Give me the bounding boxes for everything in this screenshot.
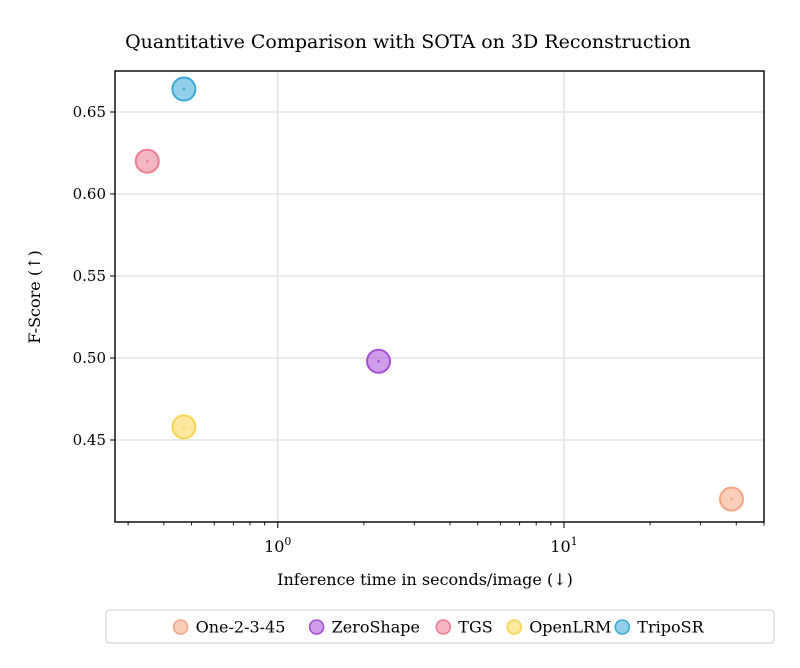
x-axis: 100 101 — [127, 522, 765, 556]
chart-title: Quantitative Comparison with SOTA on 3D … — [125, 31, 691, 53]
y-tick-label: 0.55 — [73, 267, 106, 285]
legend-marker-zeroshape — [308, 619, 325, 635]
legend-label-triposr: TripoSR — [637, 618, 704, 637]
legend-marker-triposr — [614, 619, 631, 635]
legend-label-openlrm: OpenLRM — [529, 618, 611, 637]
legend-label-zeroshape: ZeroShape — [332, 618, 420, 637]
legend-marker-one-2-3-45 — [172, 619, 189, 635]
x-tick-label: 101 — [550, 535, 577, 556]
y-tick-label: 0.50 — [73, 349, 106, 367]
point-center-tgs — [145, 159, 149, 163]
legend-marker-openlrm — [506, 619, 523, 635]
point-center-one-2-3-45 — [730, 497, 733, 501]
data-points — [134, 76, 745, 512]
plot-frame — [114, 70, 765, 523]
legend-label-tgs: TGS — [458, 618, 492, 637]
y-tick-label: 0.45 — [73, 431, 106, 449]
grid — [115, 71, 764, 522]
point-center-openlrm — [182, 425, 186, 429]
y-axis-label: F-Score (↑) — [25, 250, 44, 343]
x-axis-label: Inference time in seconds/image (↓) — [277, 570, 573, 589]
y-tick-label: 0.65 — [73, 103, 106, 121]
y-tick-label: 0.60 — [73, 185, 106, 203]
legend-label-one-2-3-45: One-2-3-45 — [196, 618, 286, 637]
point-center-triposr — [182, 87, 186, 91]
x-tick-label: 100 — [264, 535, 291, 556]
y-axis: 0.45 0.50 0.55 0.60 0.65 — [73, 103, 115, 449]
legend-marker-tgs — [435, 619, 452, 635]
point-center-zeroshape — [377, 359, 380, 363]
legend: One-2-3-45 ZeroShape TGS OpenLRM TripoSR — [105, 609, 775, 644]
